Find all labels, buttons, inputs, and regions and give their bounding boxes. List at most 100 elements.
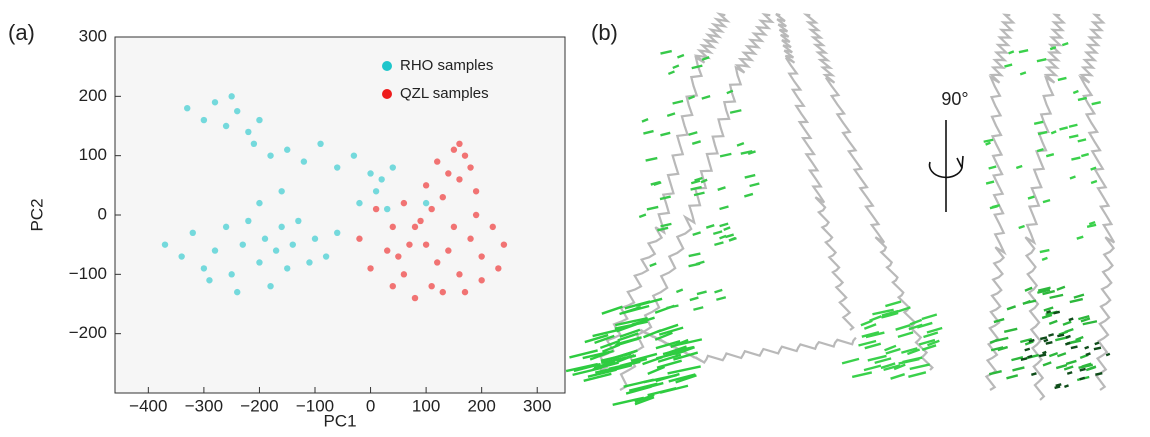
motion-arrow (869, 315, 882, 322)
point (439, 288, 446, 296)
motion-arrow (1054, 385, 1061, 390)
motion-arrow (666, 304, 679, 310)
motion-arrow (623, 378, 654, 388)
point (450, 223, 458, 231)
motion-arrow (1078, 314, 1090, 321)
motion-arrow (1086, 223, 1097, 228)
motion-arrow (1079, 367, 1086, 372)
motion-arrow (1040, 336, 1048, 341)
point (434, 259, 441, 266)
point (239, 241, 246, 248)
motion-arrow (1082, 320, 1098, 326)
motion-arrow (1049, 293, 1064, 300)
motion-arrow (1048, 333, 1054, 337)
motion-arrow (565, 362, 599, 373)
motion-arrow (1043, 306, 1054, 312)
motion-arrow (593, 360, 616, 370)
motion-arrow (1039, 248, 1050, 254)
motion-arrow (895, 324, 911, 331)
point (439, 194, 446, 201)
motion-arrow (654, 331, 673, 341)
point (250, 140, 258, 147)
legend-marker (382, 61, 392, 71)
backbone (619, 13, 775, 391)
rotation-label: 90° (941, 89, 968, 109)
point (372, 205, 380, 213)
motion-arrow (1078, 363, 1094, 370)
motion-arrow (1024, 286, 1033, 292)
motion-arrow (634, 396, 655, 406)
motion-arrow (641, 117, 649, 123)
motion-arrow (601, 343, 621, 353)
motion-arrow (592, 327, 623, 338)
point (200, 265, 208, 272)
point (261, 235, 269, 242)
panel-label: (b) (591, 20, 618, 45)
motion-arrow (1066, 371, 1073, 375)
point (334, 164, 341, 171)
point (356, 199, 363, 207)
motion-arrow (865, 331, 885, 339)
point (478, 277, 485, 284)
motion-arrow (747, 150, 756, 156)
y-tick-label: 0 (98, 204, 107, 223)
motion-arrow (1028, 338, 1035, 343)
motion-arrow (740, 149, 753, 155)
motion-arrow (989, 205, 998, 210)
point (284, 265, 291, 272)
y-tick-label: −100 (69, 264, 107, 283)
point (467, 164, 474, 171)
motion-arrow (988, 369, 1002, 376)
motion-arrow (667, 70, 675, 76)
backbone (802, 13, 934, 371)
motion-arrow (1069, 175, 1076, 180)
motion-arrow (657, 353, 682, 363)
motion-arrow (990, 346, 1004, 352)
point (295, 217, 302, 225)
motion-arrow (582, 349, 614, 360)
motion-arrow (1088, 221, 1096, 226)
motion-arrow (749, 182, 760, 188)
point (478, 253, 485, 260)
motion-arrow (841, 357, 860, 365)
motion-arrow (1042, 361, 1052, 367)
point (456, 176, 463, 183)
motion-arrow (1065, 334, 1071, 339)
motion-arrow (1019, 71, 1027, 76)
motion-arrow (908, 323, 923, 331)
point (384, 205, 391, 213)
motion-arrow (672, 99, 684, 105)
motion-arrow (1105, 352, 1111, 357)
point (450, 146, 458, 153)
motion-arrow (885, 300, 902, 308)
motion-arrow (655, 372, 680, 383)
motion-arrow (983, 138, 994, 143)
point (256, 199, 263, 207)
point (445, 247, 452, 254)
motion-arrow (690, 185, 702, 191)
motion-arrow (670, 338, 689, 349)
motion-arrow (705, 224, 715, 229)
motion-arrow (692, 231, 701, 237)
point (206, 277, 213, 284)
motion-arrow (918, 338, 936, 346)
motion-arrow (1065, 359, 1077, 366)
motion-arrow (1024, 347, 1031, 352)
motion-arrow (1031, 372, 1037, 376)
point (211, 247, 219, 254)
motion-arrow (1037, 288, 1051, 294)
motion-arrow (676, 53, 685, 59)
motion-arrow (660, 131, 671, 137)
motion-arrow (728, 236, 736, 242)
motion-arrow (985, 180, 995, 185)
motion-arrow (1055, 383, 1062, 387)
motion-arrow (897, 331, 914, 339)
point (356, 235, 363, 242)
plot-area (114, 36, 566, 394)
point (245, 128, 252, 136)
point (428, 283, 435, 290)
motion-arrow (619, 357, 648, 368)
motion-arrow (1056, 285, 1066, 291)
motion-arrow (701, 94, 711, 100)
motion-arrow (638, 213, 647, 219)
